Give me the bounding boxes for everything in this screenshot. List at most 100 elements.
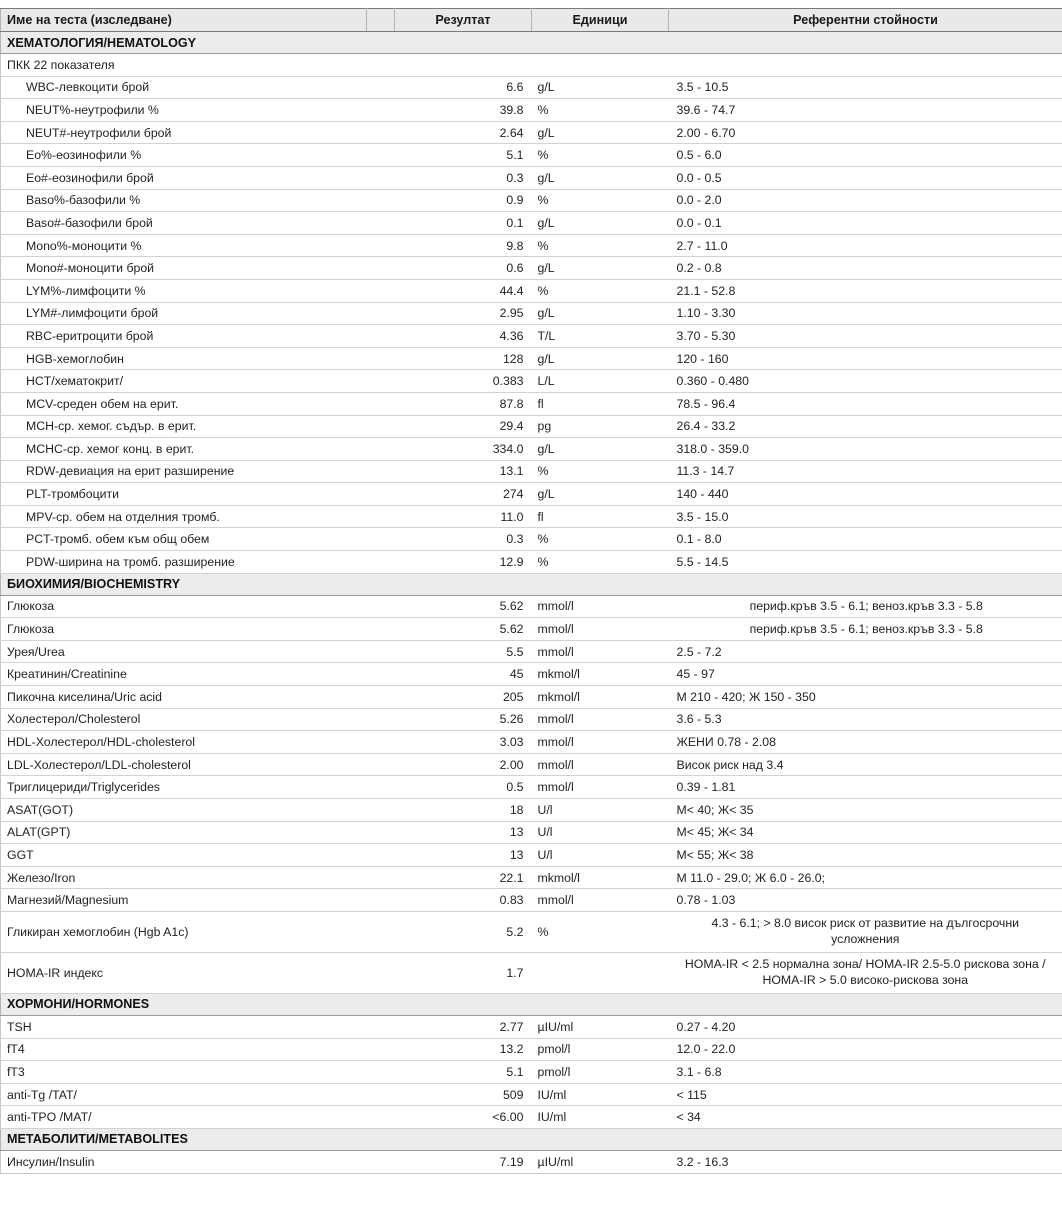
flag-cell <box>366 888 395 912</box>
section-header-row: МЕТАБОЛИТИ/METABOLITES <box>0 1127 1062 1151</box>
reference-range: М< 40; Ж< 35 <box>668 798 1062 822</box>
reference-range: Висок риск над 3.4 <box>668 753 1062 777</box>
result-value: 6.6 <box>394 76 532 100</box>
reference-range: 0.5 - 6.0 <box>668 143 1062 167</box>
table-row: PDW-ширина на тромб. разширение 12.9% 5.5 … <box>0 550 1062 574</box>
unit-value: mkmol/l <box>531 662 669 687</box>
flag-cell <box>366 437 395 461</box>
test-name-креатинин-creatinine: Креатинин/Creatinine <box>0 662 367 687</box>
result-value: 2.95 <box>394 302 532 326</box>
unit-value: % <box>531 189 669 213</box>
result-value: 0.3 <box>394 166 532 190</box>
result-value: 0.1 <box>394 211 532 235</box>
table-row: MCH-ср. хемог. съдър. в ерит. 29.4 pg 26.4 … <box>0 415 1062 439</box>
test-name-hct-хематокрит: HCT/хематокрит/ <box>0 369 367 393</box>
table-row: fT3 5.1 pmol/l 3.1 - 6.8 <box>0 1060 1062 1084</box>
result-value: 2.77 <box>394 1015 532 1039</box>
result-value: 2.64 <box>394 121 532 145</box>
table-row: NEUT%-неутрофили % 39.8% 39.6 - 74.7 <box>0 98 1062 122</box>
test-name-hgb-хемоглобин: HGB-хемоглобин <box>0 347 367 371</box>
result-value: 0.83 <box>394 888 532 912</box>
unit-value: fl <box>531 505 669 529</box>
table-row: Триглицериди/Triglycerides 0.5 mmol/l 0.39 … <box>0 775 1062 799</box>
column-header-result: Резултат <box>394 8 532 32</box>
test-name-mpv-ср-обем-на-отделния-тромб: MPV-ср. обем на отделния тромб. <box>0 505 367 529</box>
column-header-units: Единици <box>531 8 669 32</box>
unit-value: mmol/l <box>531 617 669 641</box>
flag-cell <box>366 505 395 529</box>
table-row: GGT 13 U/l М< 55; Ж< 38 <box>0 843 1062 867</box>
unit-value: g/L <box>531 347 669 371</box>
table-row: ASAT(GOT) 18 U/l М< 40; Ж< 35 <box>0 798 1062 822</box>
lab-results-table: Име на теста (изследване) Резултат Едини… <box>0 8 1062 1174</box>
test-name-homa-ir-индекс: HOMA-IR индекс <box>0 952 367 994</box>
table-row: anti-Tg /TAT/509 IU/ml < 115 <box>0 1083 1062 1107</box>
group-label: ПКК 22 показателя <box>0 53 367 77</box>
result-value: 13 <box>394 843 532 867</box>
test-name-wbc-левкоцити-брой: WBC-левкоцити брой <box>0 76 367 100</box>
test-name-pdw-ширина-на-тромб-разширение: PDW-ширина на тромб. разширение <box>0 550 367 574</box>
unit-value: mkmol/l <box>531 685 669 709</box>
table-row: TSH 2.77 µIU/ml 0.27 - 4.20 <box>0 1015 1062 1039</box>
empty-cell <box>366 53 395 77</box>
test-name-холестерол-cholesterol: Холестерол/Cholesterol <box>0 708 367 732</box>
table-row: HDL-Холестерол/HDL-cholesterol 3.03 mmol/l… <box>0 730 1062 754</box>
result-value: 87.8 <box>394 392 532 416</box>
table-row: Eo%-еозинофили % 5.1% 0.5 - 6.0 <box>0 143 1062 167</box>
flag-cell <box>366 234 395 258</box>
result-value: 44.4 <box>394 279 532 303</box>
flag-cell <box>366 482 395 506</box>
empty-cell <box>394 53 532 77</box>
test-name-инсулин-insulin: Инсулин/Insulin <box>0 1150 367 1174</box>
flag-cell <box>366 324 395 348</box>
table-row: MCV-среден обем на ерит. 87.8 fl 78.5 - 96.… <box>0 392 1062 416</box>
reference-range: 2.5 - 7.2 <box>668 640 1062 664</box>
reference-range: 0.0 - 0.1 <box>668 211 1062 235</box>
flag-cell <box>366 952 395 994</box>
unit-value: % <box>531 143 669 167</box>
test-name-lym-лимфоцити-брой: LYM#-лимфоцити брой <box>0 302 367 326</box>
flag-cell <box>366 866 395 890</box>
test-name-rbc-еритроцити-брой: RBC-еритроцити брой <box>0 324 367 348</box>
flag-cell <box>366 662 395 687</box>
unit-value: mmol/l <box>531 753 669 777</box>
unit-value: mmol/l <box>531 730 669 754</box>
reference-range: 120 - 160 <box>668 347 1062 371</box>
reference-range: 0.1 - 8.0 <box>668 527 1062 552</box>
table-row: HCT/хематокрит/0.383 L/L 0.360 - 0.480 <box>0 369 1062 393</box>
flag-cell <box>366 685 395 709</box>
table-row: RDW-девиация на ерит разширение 13.1% 11.3… <box>0 460 1062 484</box>
unit-value: L/L <box>531 369 669 393</box>
flag-cell <box>366 279 395 303</box>
unit-value: U/l <box>531 843 669 867</box>
result-value: 13.1 <box>394 460 532 484</box>
reference-range: < 34 <box>668 1105 1062 1129</box>
flag-cell <box>366 415 395 439</box>
section-header-row: ХОРМОНИ/HORMONES <box>0 992 1062 1016</box>
empty-cell <box>668 53 1062 77</box>
unit-value: mmol/l <box>531 775 669 799</box>
unit-value: % <box>531 527 669 552</box>
result-value: 13.2 <box>394 1038 532 1062</box>
result-value: 0.5 <box>394 775 532 799</box>
result-value: <6.00 <box>394 1105 532 1129</box>
test-name-alat-gpt: ALAT(GPT) <box>0 821 367 845</box>
reference-range: периф.кръв 3.5 - 6.1; веноз.кръв 3.3 - 5… <box>668 617 1062 641</box>
result-value: 5.1 <box>394 1060 532 1084</box>
flag-cell <box>366 1038 395 1062</box>
table-row: Инсулин/Insulin 7.19 µIU/ml 3.2 - 16.3 <box>0 1150 1062 1174</box>
flag-cell <box>366 189 395 213</box>
test-name-ldl-холестерол-ldl-cholesterol: LDL-Холестерол/LDL-cholesterol <box>0 753 367 777</box>
result-value: 12.9 <box>394 550 532 574</box>
table-row: HGB-хемоглобин 128 g/L 120 - 160 <box>0 347 1062 371</box>
table-row: MPV-ср. обем на отделния тромб. 11.0 fl 3.5… <box>0 505 1062 529</box>
table-row: PLT-тромбоцити 274 g/L 140 - 440 <box>0 482 1062 506</box>
flag-cell <box>366 1150 395 1174</box>
reference-range: 4.3 - 6.1; > 8.0 висок риск от развитие … <box>668 911 1062 953</box>
unit-value: T/L <box>531 324 669 348</box>
table-row: anti-TPO /MAT/ <6.00 IU/ml < 34 <box>0 1105 1062 1129</box>
flag-cell <box>366 595 395 619</box>
unit-value: g/L <box>531 76 669 100</box>
table-row: Урея/Urea 5.5 mmol/l 2.5 - 7.2 <box>0 640 1062 664</box>
result-value: 2.00 <box>394 753 532 777</box>
